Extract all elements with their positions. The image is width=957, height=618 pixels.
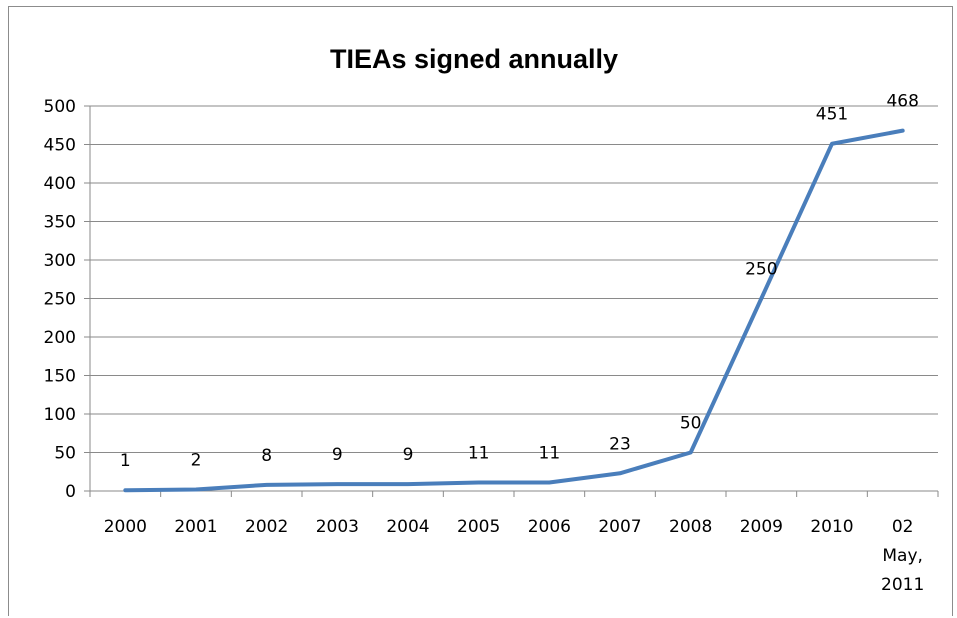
data-point <box>618 471 622 475</box>
x-tick-label: 2010 <box>810 517 853 537</box>
data-point <box>123 488 127 492</box>
data-point <box>689 451 693 454</box>
x-tick-label: 2001 <box>174 517 217 537</box>
y-tick-label: 500 <box>44 97 76 117</box>
gridlines <box>90 105 938 453</box>
data-point <box>335 482 339 486</box>
data-label: 8 <box>261 446 272 466</box>
chart-frame <box>8 6 953 616</box>
x-tick-label: 02 May, 2011 <box>881 517 924 595</box>
x-tick-label: 2007 <box>598 517 641 537</box>
y-tick-label: 150 <box>44 367 76 387</box>
x-tick-label: 2005 <box>457 517 500 537</box>
x-tick-label: 2002 <box>245 517 288 537</box>
data-label: 9 <box>403 445 414 465</box>
data-point <box>901 129 905 133</box>
y-tick-label: 300 <box>44 251 76 271</box>
x-tick-label: 2009 <box>740 517 783 537</box>
data-point <box>265 483 269 487</box>
y-tick-label: 450 <box>44 136 76 156</box>
x-tick-label: 2004 <box>386 517 429 537</box>
axes <box>84 105 939 497</box>
y-tick-label: 0 <box>65 482 76 502</box>
data-point <box>759 297 763 300</box>
x-axis-ticks: 2000 2001 2002 2003 2004 2005 2006 2007 2008 2009… <box>104 517 925 595</box>
y-tick-label: 100 <box>44 405 76 425</box>
x-tick-label: 2003 <box>316 517 359 537</box>
y-axis-ticks: 0 50 100 150 200 250 300 350 400 450 500 <box>44 97 76 502</box>
data-label: 11 <box>539 444 561 464</box>
data-label: 11 <box>468 444 490 464</box>
data-label: 1 <box>120 451 131 471</box>
data-point <box>547 481 551 485</box>
x-tick-label: 2006 <box>528 517 571 537</box>
data-point <box>194 487 198 491</box>
y-tick-label: 350 <box>44 213 76 233</box>
data-label: 50 <box>680 414 702 434</box>
data-labels: 1 2 8 9 9 11 11 23 50 250 451 468 <box>120 92 919 472</box>
y-tick-label: 400 <box>44 174 76 194</box>
data-label: 250 <box>745 260 777 280</box>
data-label: 23 <box>609 434 631 454</box>
y-tick-label: 250 <box>44 290 76 310</box>
y-tick-label: 200 <box>44 328 76 348</box>
data-label: 9 <box>332 445 343 465</box>
data-label: 468 <box>886 92 918 112</box>
series-line <box>123 128 905 493</box>
data-point <box>477 481 481 485</box>
series <box>123 128 905 493</box>
data-point <box>830 142 834 146</box>
x-tick-label: 2008 <box>669 517 712 537</box>
chart-title: TIEAs signed annually <box>330 44 618 74</box>
data-label: 451 <box>816 105 848 125</box>
data-point <box>406 482 410 486</box>
data-label: 2 <box>191 450 202 470</box>
x-tick-label: 2000 <box>104 517 147 537</box>
y-tick-label: 50 <box>54 444 76 464</box>
